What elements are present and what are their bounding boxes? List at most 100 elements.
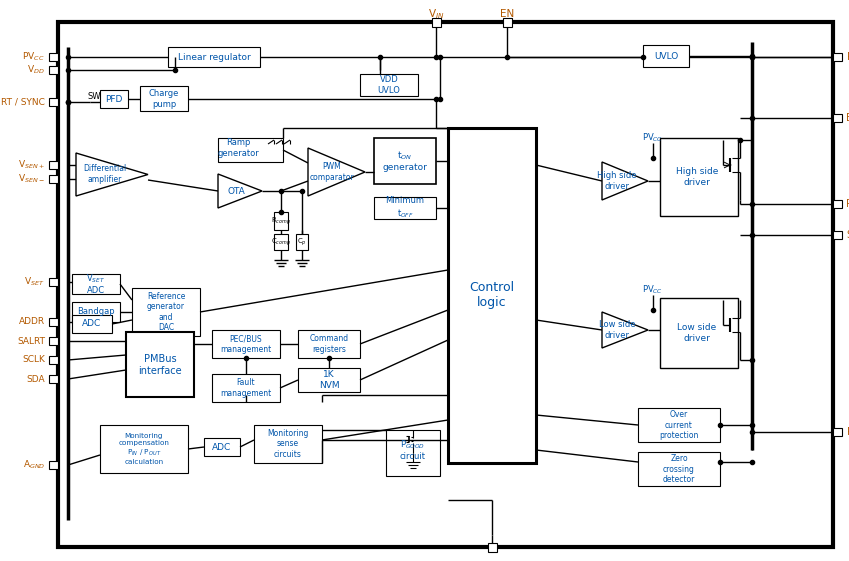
Bar <box>140 86 188 111</box>
Bar <box>432 17 441 26</box>
Bar <box>833 428 842 436</box>
Bar <box>833 53 842 61</box>
Bar <box>49 175 58 183</box>
Text: EN: EN <box>500 9 514 19</box>
Bar <box>72 302 120 322</box>
Text: PH: PH <box>846 199 849 209</box>
Bar <box>126 332 194 397</box>
Text: SALRT: SALRT <box>17 337 45 346</box>
Bar <box>503 17 512 26</box>
Bar <box>49 98 58 106</box>
Text: OTA: OTA <box>228 186 245 195</box>
Text: Minimum
t$_{OFF}$: Minimum t$_{OFF}$ <box>385 196 424 220</box>
Text: A$_{GND}$: A$_{GND}$ <box>23 459 45 471</box>
Text: PV$_{IN}$: PV$_{IN}$ <box>846 50 849 64</box>
Bar <box>212 374 280 402</box>
Text: Monitoring
compensation
P$_{IN}$ / P$_{OUT}$
calculation: Monitoring compensation P$_{IN}$ / P$_{O… <box>119 433 170 465</box>
Text: Low side
driver: Low side driver <box>678 323 717 343</box>
Text: C$_{comp}$: C$_{comp}$ <box>271 236 291 248</box>
Text: PEC/BUS
management: PEC/BUS management <box>221 334 272 353</box>
Text: SDA: SDA <box>26 375 45 384</box>
Bar <box>274 234 288 250</box>
Polygon shape <box>602 312 648 348</box>
Bar <box>374 197 436 219</box>
Text: PWM
comparator: PWM comparator <box>310 162 354 182</box>
Polygon shape <box>218 174 262 208</box>
Bar <box>49 278 58 286</box>
Text: High side
driver: High side driver <box>597 171 637 191</box>
Text: Zero
crossing
detector: Zero crossing detector <box>663 454 695 484</box>
Text: V$_{SEN-}$: V$_{SEN-}$ <box>18 173 45 185</box>
Bar <box>254 425 322 463</box>
Text: R$_{comp}$: R$_{comp}$ <box>271 215 291 227</box>
Polygon shape <box>602 162 648 200</box>
Bar <box>218 138 283 162</box>
Text: V$_{SEN+}$: V$_{SEN+}$ <box>18 159 45 171</box>
Bar <box>100 90 128 108</box>
Bar <box>386 430 440 476</box>
Text: Command
registers: Command registers <box>309 334 349 353</box>
Bar <box>833 231 842 239</box>
Text: PFD: PFD <box>105 94 123 103</box>
Text: PV$_{CC}$: PV$_{CC}$ <box>643 284 664 296</box>
Text: Monitoring
sense
circuits: Monitoring sense circuits <box>267 429 309 459</box>
Bar <box>49 66 58 74</box>
Text: P$_{GND}$: P$_{GND}$ <box>846 425 849 439</box>
Bar <box>360 74 418 96</box>
Text: PV$_{CC}$: PV$_{CC}$ <box>643 132 664 144</box>
Bar <box>49 375 58 383</box>
Bar <box>448 128 536 463</box>
Bar <box>298 330 360 358</box>
Text: High side
driver: High side driver <box>676 167 718 187</box>
Bar <box>72 315 112 333</box>
Text: ADC: ADC <box>212 443 232 452</box>
Bar <box>72 274 120 294</box>
Text: Charge
pump: Charge pump <box>149 89 179 109</box>
Bar <box>374 138 436 184</box>
Bar <box>168 47 260 67</box>
Text: V$_{SET}$: V$_{SET}$ <box>25 276 45 288</box>
Text: V$_{DD}$: V$_{DD}$ <box>27 64 45 76</box>
Bar <box>49 337 58 345</box>
Text: SCLK: SCLK <box>22 356 45 365</box>
Bar <box>296 234 308 250</box>
Text: BOOT: BOOT <box>846 113 849 123</box>
Text: ADC: ADC <box>82 320 102 329</box>
Bar <box>49 53 58 61</box>
Bar <box>100 425 188 473</box>
Bar <box>833 200 842 208</box>
Polygon shape <box>76 153 148 196</box>
Text: V$_{SET}$
ADC: V$_{SET}$ ADC <box>87 273 105 296</box>
Bar <box>49 318 58 326</box>
Text: PV$_{CC}$: PV$_{CC}$ <box>22 50 45 63</box>
Text: ADDR: ADDR <box>19 318 45 327</box>
Bar <box>49 161 58 169</box>
Text: V$_{IN}$: V$_{IN}$ <box>428 7 444 21</box>
Text: SW: SW <box>87 91 101 100</box>
Bar <box>638 452 720 486</box>
Bar <box>49 356 58 364</box>
Polygon shape <box>308 148 365 196</box>
Bar <box>298 368 360 392</box>
Text: t$_{ON}$
generator: t$_{ON}$ generator <box>383 150 427 172</box>
Text: Fault
management: Fault management <box>221 378 272 398</box>
Text: PMBus
interface: PMBus interface <box>138 354 182 376</box>
Text: 1K
NVM: 1K NVM <box>318 370 340 390</box>
Text: RT / SYNC: RT / SYNC <box>1 98 45 107</box>
Bar <box>643 45 689 67</box>
Bar <box>204 438 240 456</box>
Bar <box>274 212 288 230</box>
Text: C$_p$: C$_p$ <box>297 236 307 248</box>
Bar <box>638 408 720 442</box>
Text: Bandgap: Bandgap <box>77 307 115 316</box>
Text: P$_{GOOD}$
circuit: P$_{GOOD}$ circuit <box>400 439 426 462</box>
Text: Control
logic: Control logic <box>469 281 514 309</box>
Bar <box>212 330 280 358</box>
Text: Linear regulator: Linear regulator <box>177 53 250 62</box>
Text: Reference
generator
and
DAC: Reference generator and DAC <box>147 292 185 332</box>
Bar <box>132 288 200 336</box>
Text: SW: SW <box>846 230 849 240</box>
Bar <box>488 542 497 551</box>
Text: Ramp
generator: Ramp generator <box>217 139 259 158</box>
Bar <box>49 461 58 469</box>
